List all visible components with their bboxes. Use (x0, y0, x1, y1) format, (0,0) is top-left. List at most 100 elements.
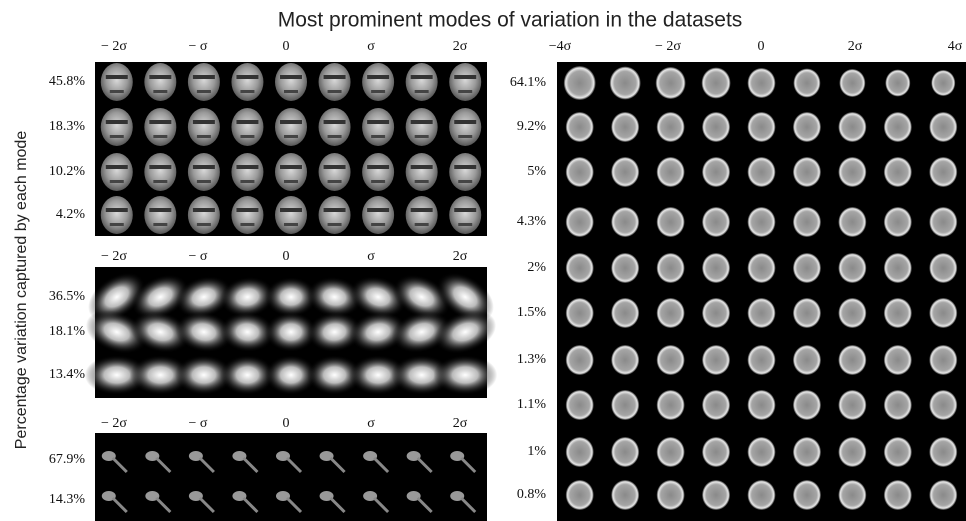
brain-image (747, 390, 776, 420)
face-eyes (280, 120, 302, 124)
brain-image (792, 437, 821, 467)
brain-image (929, 253, 958, 283)
gaussian-image (349, 311, 407, 353)
brain-image (883, 298, 912, 328)
brain-image (838, 390, 867, 420)
face-eyes (236, 120, 259, 124)
row-label: 2% (527, 260, 546, 275)
face-mouth (196, 90, 211, 93)
face-image (144, 63, 177, 101)
face-mouth (458, 90, 473, 93)
row-label: 0.8% (517, 487, 547, 502)
brain-image (883, 345, 912, 375)
face-eyes (454, 165, 477, 169)
face-mouth (327, 90, 342, 93)
face-mouth (240, 90, 255, 93)
face-eyes (454, 120, 477, 124)
brain-image (929, 437, 958, 467)
face-eyes (105, 208, 128, 212)
brain-image (656, 253, 685, 283)
row-label: 36.5% (49, 289, 86, 304)
gaussian-image (433, 355, 498, 395)
hand-image (198, 456, 215, 474)
brain-image (655, 67, 686, 99)
brain-image (838, 157, 867, 187)
brain-image (611, 207, 640, 237)
brain-image (883, 480, 912, 510)
column-label: 2σ (453, 416, 468, 431)
row-label: 14.3% (49, 492, 86, 507)
row-label: 13.4% (49, 367, 86, 382)
hand-image (145, 451, 160, 461)
brain-image (656, 345, 685, 375)
hand-image (188, 491, 203, 501)
column-label: σ (367, 39, 375, 54)
brain-image (702, 157, 731, 187)
face-eyes (367, 208, 390, 212)
face-mouth (153, 223, 168, 226)
face-eyes (323, 208, 346, 212)
hand-image (101, 451, 116, 461)
hand-image (155, 456, 172, 474)
column-label: σ (367, 416, 375, 431)
brain-image (883, 207, 912, 237)
gaussian-image (88, 272, 146, 322)
face-image (405, 108, 438, 146)
gaussian-image (175, 276, 233, 318)
brain-image (565, 253, 594, 283)
face-mouth (414, 180, 429, 183)
face-mouth (109, 135, 124, 138)
face-image (449, 196, 482, 234)
row-label: 10.2% (49, 164, 86, 179)
brain-image (838, 480, 867, 510)
brain-image (701, 67, 731, 99)
face-mouth (153, 180, 168, 183)
brain-image (563, 66, 596, 100)
face-mouth (327, 135, 342, 138)
face-image (275, 108, 307, 146)
face-image (100, 196, 133, 234)
row-label: 67.9% (49, 452, 86, 467)
brain-image (838, 298, 867, 328)
brain-image (747, 437, 776, 467)
column-label: − σ (189, 249, 208, 264)
column-label: − 2σ (101, 416, 127, 431)
face-image (362, 196, 395, 234)
face-eyes (236, 75, 259, 79)
hand-image (242, 496, 259, 514)
brain-image (656, 480, 685, 510)
column-label: − 2σ (655, 39, 681, 54)
gaussian-image (391, 355, 453, 395)
face-image (231, 63, 264, 101)
brain-image (702, 390, 731, 420)
face-eyes (410, 75, 433, 79)
brain-image (792, 345, 821, 375)
column-label: 0 (283, 39, 290, 54)
gaussian-image (219, 355, 275, 395)
face-image (405, 63, 438, 101)
face-mouth (414, 135, 429, 138)
face-mouth (458, 135, 473, 138)
brain-image (747, 345, 776, 375)
brain-image (883, 253, 912, 283)
face-eyes (367, 75, 390, 79)
brain-image (792, 207, 821, 237)
brain-image (702, 207, 731, 237)
brain-image (611, 112, 640, 142)
face-image (275, 153, 307, 191)
gaussian-image (265, 312, 317, 352)
face-image (100, 153, 133, 191)
column-label: 2σ (453, 249, 468, 264)
face-image (275, 63, 307, 101)
brain-image (792, 253, 821, 283)
brain-image (611, 298, 640, 328)
brain-image (565, 207, 594, 237)
brain-image (792, 298, 821, 328)
brain-image (656, 390, 685, 420)
face-eyes (236, 208, 259, 212)
brain-image (565, 345, 594, 375)
face-image (405, 196, 438, 234)
hand-image (198, 496, 215, 514)
